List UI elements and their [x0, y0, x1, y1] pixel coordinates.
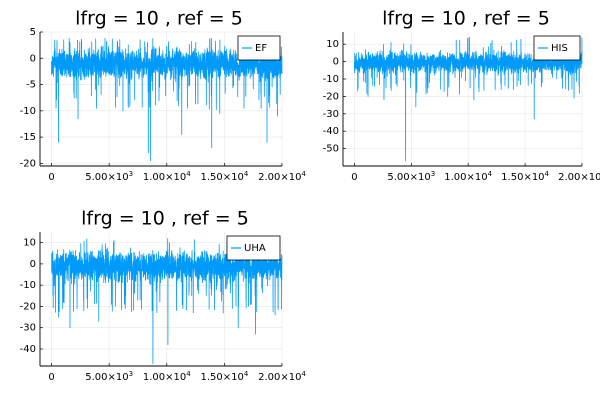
x-tick-label: 2.00×104: [258, 170, 306, 183]
x-tick-label: 2.00×104: [258, 370, 306, 383]
y-tick-label: 0: [30, 53, 36, 64]
y-tick-label: -50: [323, 144, 339, 155]
y-tick-label: 10: [23, 238, 36, 249]
x-tick-label: 5.00×103: [387, 170, 435, 183]
y-tick-label: -20: [20, 301, 36, 312]
subplot-title: lfrg = 10 , ref = 5: [81, 208, 249, 230]
y-tick-label: -10: [20, 280, 36, 291]
x-tick-label: 0: [351, 172, 357, 183]
x-tick-label: 1.50×104: [200, 170, 248, 183]
y-tick-label: -5: [26, 80, 36, 91]
legend: HIS: [533, 35, 581, 61]
y-tick-label: -40: [323, 126, 339, 137]
y-tick-label: -20: [323, 91, 339, 102]
y-tick-label: -10: [20, 106, 36, 117]
y-tick-label: -20: [20, 158, 36, 169]
x-tick-label: 1.00×104: [444, 170, 492, 183]
x-tick-label: 2.00×104: [558, 170, 600, 183]
subplot-title: lfrg = 10 , ref = 5: [75, 8, 243, 30]
y-tick-label: 0: [333, 57, 339, 68]
x-tick-label: 1.50×104: [200, 370, 248, 383]
x-tick-label: 1.00×104: [143, 370, 191, 383]
y-tick-label: -30: [323, 109, 339, 120]
x-tick-label: 5.00×103: [85, 370, 133, 383]
legend: UHA: [226, 235, 281, 261]
subplot-1: lfrg = 10 , ref = 5 5 0 -5 -10 -15 -20 0 5.00×10…: [20, 8, 307, 184]
x-tick-label: 1.50×104: [501, 170, 549, 183]
series-line-uha: [51, 238, 283, 365]
subplot-title: lfrg = 10 , ref = 5: [382, 8, 550, 30]
x-tick-label: 5.00×103: [85, 170, 133, 183]
x-tick-label: 1.00×104: [143, 170, 191, 183]
y-tick-label: -15: [20, 132, 36, 143]
y-tick-label: -30: [20, 323, 36, 334]
y-tick-label: 0: [30, 259, 36, 270]
y-tick-label: -10: [323, 74, 339, 85]
legend-label: HIS: [551, 43, 568, 54]
subplot-3: lfrg = 10 , ref = 5 10 0 -10 -20 -30 -40 0 5.00×…: [20, 208, 307, 384]
x-tick-label: 0: [48, 172, 54, 183]
legend-label: EF: [255, 43, 267, 54]
y-tick-label: 10: [326, 39, 339, 50]
series-line-his: [353, 36, 583, 162]
subplot-2: lfrg = 10 , ref = 5 10 0 -10 -20 -30 -40 -50 0 5.…: [323, 8, 600, 184]
legend: EF: [237, 35, 281, 61]
y-tick-label: 5: [30, 27, 36, 38]
y-tick-label: -40: [20, 344, 36, 355]
legend-label: UHA: [244, 243, 266, 254]
x-tick-label: 0: [48, 372, 54, 383]
